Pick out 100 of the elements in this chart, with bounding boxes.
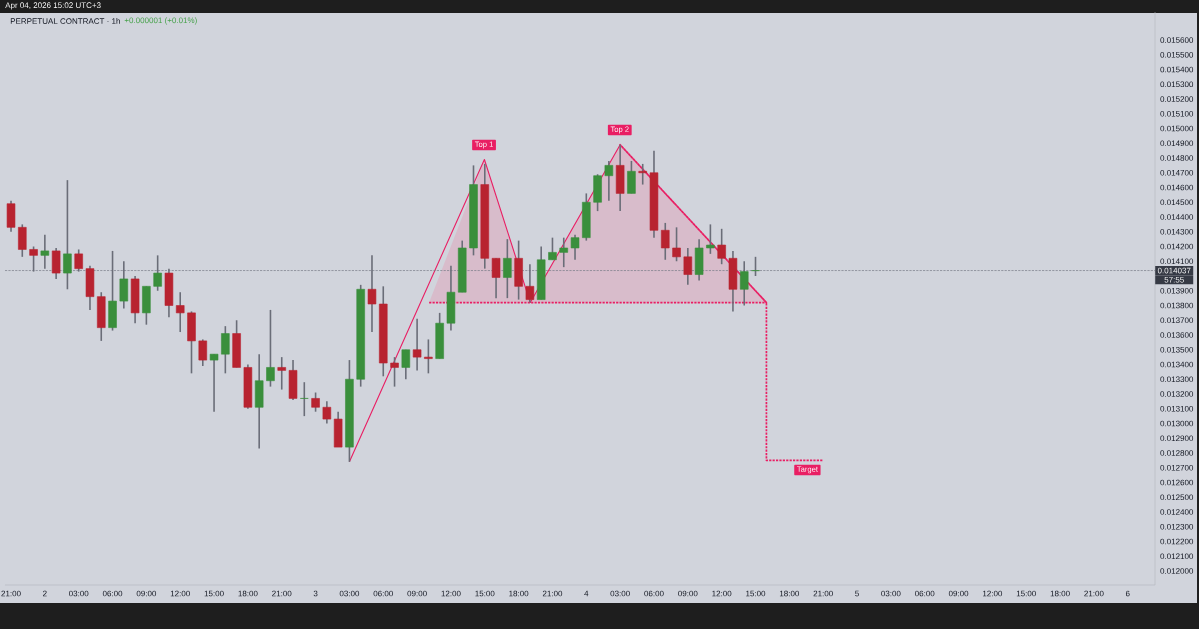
- y-tick-label: 0.015600: [1160, 37, 1194, 43]
- candlestick: [322, 400, 332, 425]
- y-tick-label: 0.015400: [1160, 66, 1194, 73]
- y-tick-label: 0.015500: [1160, 51, 1194, 58]
- x-tick-label: 2: [43, 590, 47, 597]
- candlestick: [424, 338, 433, 375]
- x-tick-label: 21:00: [1084, 590, 1104, 597]
- y-tick-label: 0.012600: [1160, 479, 1194, 486]
- candlestick: [311, 391, 320, 413]
- x-tick-label: 15:00: [204, 590, 224, 597]
- x-tick-label: 12:00: [170, 590, 190, 597]
- candlestick: [717, 228, 726, 266]
- candlestick: [559, 236, 568, 268]
- x-tick-label: 18:00: [509, 590, 529, 597]
- text: PERPETUAL CONTRACT · 1h: [10, 18, 120, 24]
- x-tick-label: 03:00: [339, 590, 360, 597]
- x-tick-label: 06:00: [373, 590, 393, 597]
- y-tick-label: 0.012300: [1160, 523, 1194, 530]
- y-tick-label: 0.013100: [1160, 405, 1194, 412]
- candlestick: [18, 223, 27, 258]
- y-tick-label: 0.014500: [1160, 199, 1194, 206]
- text: +0.000001 (+0.01%): [124, 17, 197, 25]
- x-tick-label: 4: [584, 590, 589, 597]
- candlestick: [661, 222, 670, 261]
- y-tick-label: 0.012100: [1160, 553, 1194, 560]
- x-tick-label: 06:00: [915, 590, 935, 597]
- candlestick: [390, 356, 399, 388]
- x-tick-label: 5: [855, 590, 859, 597]
- y-tick-label: 0.014600: [1160, 184, 1194, 191]
- candlestick: [638, 163, 647, 186]
- y-tick-label: 0.015000: [1160, 125, 1194, 132]
- candlestick: [683, 247, 693, 286]
- candlestick: [63, 179, 72, 291]
- y-tick-label: 0.015300: [1160, 81, 1194, 88]
- x-tick-label: 18:00: [238, 590, 258, 597]
- candlestick: [51, 247, 61, 280]
- x-tick-label: 09:00: [678, 590, 698, 597]
- y-tick-label: 0.012400: [1160, 509, 1194, 515]
- x-tick-label: 06:00: [102, 590, 123, 597]
- y-tick-label: 0.014700: [1160, 169, 1194, 176]
- y-tick-label: 0.014900: [1160, 140, 1194, 147]
- candlestick: [627, 160, 636, 195]
- y-tick-label: 0.012000: [1160, 568, 1194, 574]
- candlestick: [491, 257, 501, 299]
- x-tick-label: 15:00: [1016, 590, 1036, 597]
- y-tick-label: 0.013600: [1160, 332, 1194, 338]
- text: 57:55: [1164, 276, 1184, 283]
- y-tick-label: 0.013700: [1160, 317, 1194, 324]
- y-tick-label: 0.012800: [1160, 450, 1194, 456]
- y-tick-label: 0.013500: [1160, 346, 1194, 353]
- y-tick-label: 0.014400: [1160, 214, 1194, 220]
- candlestick: [119, 260, 129, 310]
- x-tick-label: 03:00: [69, 590, 89, 597]
- candlestick: [401, 348, 411, 381]
- candlestick: [175, 291, 185, 333]
- x-tick-label: 06:00: [644, 590, 664, 597]
- x-tick-label: 18:00: [779, 590, 800, 597]
- x-tick-label: 03:00: [881, 590, 901, 597]
- candlestick: [367, 254, 377, 333]
- x-tick-label: 15:00: [746, 590, 766, 597]
- y-tick-label: 0.012200: [1160, 538, 1194, 545]
- candlestick: [672, 226, 681, 263]
- x-tick-label: 18:00: [1050, 590, 1070, 597]
- candlestick: [221, 325, 230, 375]
- y-tick-label: 0.015200: [1160, 96, 1194, 102]
- candlestick: [277, 356, 286, 391]
- x-tick-label: 09:00: [948, 590, 969, 597]
- x-tick-label: 15:00: [475, 590, 495, 597]
- candlestick: [570, 233, 580, 261]
- x-tick-label: 21:00: [272, 590, 292, 597]
- candlestick: [525, 263, 535, 304]
- y-tick-label: 0.014100: [1160, 258, 1194, 265]
- y-tick-label: 0.014800: [1160, 155, 1194, 161]
- candlestick: [706, 223, 715, 255]
- x-tick-label: 09:00: [136, 590, 157, 597]
- x-tick-label: 6: [1125, 590, 1130, 597]
- candlestick: [412, 317, 422, 372]
- candlestick: [266, 309, 275, 388]
- x-tick-label: 09:00: [407, 590, 427, 597]
- candlestick: [29, 245, 38, 273]
- candlestick: [739, 260, 749, 307]
- ref-line-label: 0.014037: [1157, 267, 1191, 274]
- candlestick: [503, 238, 512, 299]
- x-tick-label: 12:00: [983, 590, 1003, 597]
- candlestick: [153, 254, 162, 292]
- text: Apr 04, 2026 15:02 UTC+3: [5, 2, 101, 10]
- x-tick-label: 03:00: [610, 590, 630, 597]
- x-tick-label: 12:00: [712, 590, 732, 597]
- candlestick: [40, 233, 50, 270]
- candlestick: [548, 236, 557, 261]
- candlestick: [6, 199, 16, 233]
- y-tick-label: 0.013300: [1160, 376, 1194, 383]
- candlestick: [198, 338, 208, 367]
- y-tick-label: 0.014300: [1160, 228, 1194, 235]
- y-tick-label: 0.013400: [1160, 361, 1194, 368]
- y-tick-label: 0.012700: [1160, 464, 1194, 471]
- y-tick-label: 0.014200: [1160, 243, 1194, 250]
- candlestick: [604, 160, 614, 202]
- y-tick-label: 0.012900: [1160, 435, 1194, 442]
- x-tick-label: 21:00: [813, 590, 833, 597]
